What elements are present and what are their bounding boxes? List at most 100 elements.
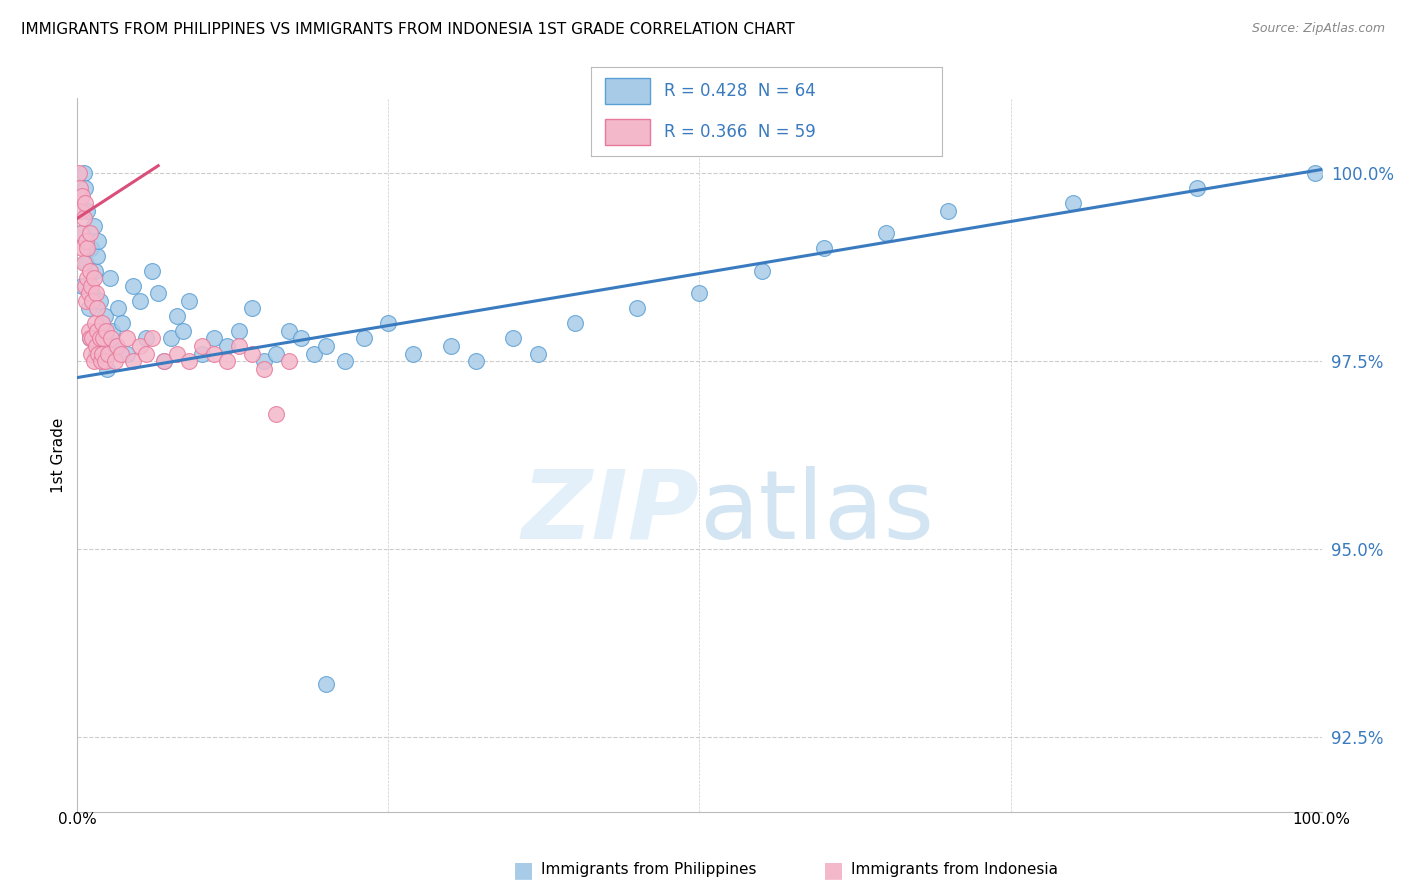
Point bbox=[277, 354, 299, 368]
Point bbox=[122, 279, 145, 293]
Point bbox=[80, 279, 103, 293]
Point bbox=[191, 339, 214, 353]
Point bbox=[84, 339, 107, 353]
Text: ZIP: ZIP bbox=[522, 466, 700, 558]
Point bbox=[87, 234, 110, 248]
Point bbox=[96, 361, 118, 376]
Point bbox=[83, 354, 105, 368]
Point bbox=[266, 407, 288, 421]
Point bbox=[69, 181, 91, 195]
Point bbox=[73, 196, 96, 211]
Point bbox=[104, 354, 127, 368]
Point bbox=[72, 211, 94, 226]
Point bbox=[83, 219, 105, 233]
Point bbox=[938, 203, 960, 218]
Point bbox=[626, 301, 648, 316]
Point bbox=[89, 293, 111, 308]
Point bbox=[253, 361, 276, 376]
Point bbox=[76, 203, 98, 218]
Point bbox=[148, 286, 170, 301]
Point bbox=[75, 256, 97, 270]
Point bbox=[70, 227, 93, 241]
Point bbox=[202, 346, 225, 360]
Y-axis label: 1st Grade: 1st Grade bbox=[51, 417, 66, 492]
Point bbox=[83, 271, 105, 285]
Point bbox=[91, 317, 114, 331]
Point bbox=[228, 339, 250, 353]
Point bbox=[94, 324, 117, 338]
Point bbox=[1305, 166, 1327, 180]
Point bbox=[277, 324, 299, 338]
Point bbox=[91, 354, 114, 368]
Point bbox=[77, 301, 100, 316]
Point bbox=[93, 309, 115, 323]
Point bbox=[253, 354, 276, 368]
Point bbox=[240, 301, 263, 316]
Point bbox=[302, 346, 325, 360]
Point bbox=[72, 279, 94, 293]
Text: 100.0%: 100.0% bbox=[1292, 812, 1351, 827]
Point bbox=[128, 339, 150, 353]
Point bbox=[315, 677, 337, 691]
Point bbox=[70, 203, 93, 218]
Point bbox=[107, 301, 129, 316]
Point bbox=[153, 354, 176, 368]
FancyBboxPatch shape bbox=[605, 119, 650, 145]
Point bbox=[75, 293, 97, 308]
Point bbox=[353, 331, 375, 345]
Point bbox=[1187, 181, 1209, 195]
Point bbox=[76, 241, 98, 255]
Point bbox=[76, 271, 98, 285]
Point bbox=[72, 166, 94, 180]
Text: R = 0.428  N = 64: R = 0.428 N = 64 bbox=[664, 82, 815, 100]
Point bbox=[159, 331, 181, 345]
Point bbox=[84, 346, 107, 360]
Point bbox=[202, 331, 225, 345]
Point bbox=[72, 241, 94, 255]
Point bbox=[72, 188, 94, 202]
Point bbox=[86, 249, 108, 263]
Point bbox=[82, 293, 104, 308]
Point bbox=[86, 301, 108, 316]
Point bbox=[70, 227, 93, 241]
Point bbox=[813, 241, 835, 255]
Point bbox=[115, 346, 138, 360]
Point bbox=[79, 331, 101, 345]
Point bbox=[502, 331, 524, 345]
Point bbox=[689, 286, 711, 301]
Point bbox=[98, 271, 121, 285]
Text: 0.0%: 0.0% bbox=[58, 812, 97, 827]
Point bbox=[179, 293, 201, 308]
Point bbox=[73, 279, 96, 293]
Point bbox=[751, 264, 773, 278]
Point bbox=[79, 331, 101, 345]
Point bbox=[172, 324, 194, 338]
Point bbox=[315, 339, 337, 353]
Point bbox=[526, 346, 548, 360]
Point bbox=[72, 256, 94, 270]
Point bbox=[377, 317, 399, 331]
FancyBboxPatch shape bbox=[605, 78, 650, 104]
Point bbox=[79, 264, 101, 278]
Point bbox=[82, 286, 104, 301]
Point bbox=[464, 354, 486, 368]
Point bbox=[79, 227, 101, 241]
Point bbox=[115, 331, 138, 345]
Point bbox=[128, 293, 150, 308]
Point bbox=[80, 346, 103, 360]
Point bbox=[290, 331, 312, 345]
Point bbox=[1062, 196, 1084, 211]
Point bbox=[89, 331, 111, 345]
Text: R = 0.366  N = 59: R = 0.366 N = 59 bbox=[664, 123, 815, 141]
Point bbox=[93, 331, 115, 345]
Point bbox=[97, 346, 120, 360]
Text: IMMIGRANTS FROM PHILIPPINES VS IMMIGRANTS FROM INDONESIA 1ST GRADE CORRELATION C: IMMIGRANTS FROM PHILIPPINES VS IMMIGRANT… bbox=[21, 22, 794, 37]
Point bbox=[141, 331, 163, 345]
Point bbox=[104, 339, 127, 353]
Point bbox=[90, 354, 112, 368]
Point bbox=[402, 346, 425, 360]
Text: Immigrants from Philippines: Immigrants from Philippines bbox=[541, 863, 756, 877]
Point bbox=[215, 354, 238, 368]
Text: atlas: atlas bbox=[700, 466, 935, 558]
Text: Immigrants from Indonesia: Immigrants from Indonesia bbox=[851, 863, 1057, 877]
